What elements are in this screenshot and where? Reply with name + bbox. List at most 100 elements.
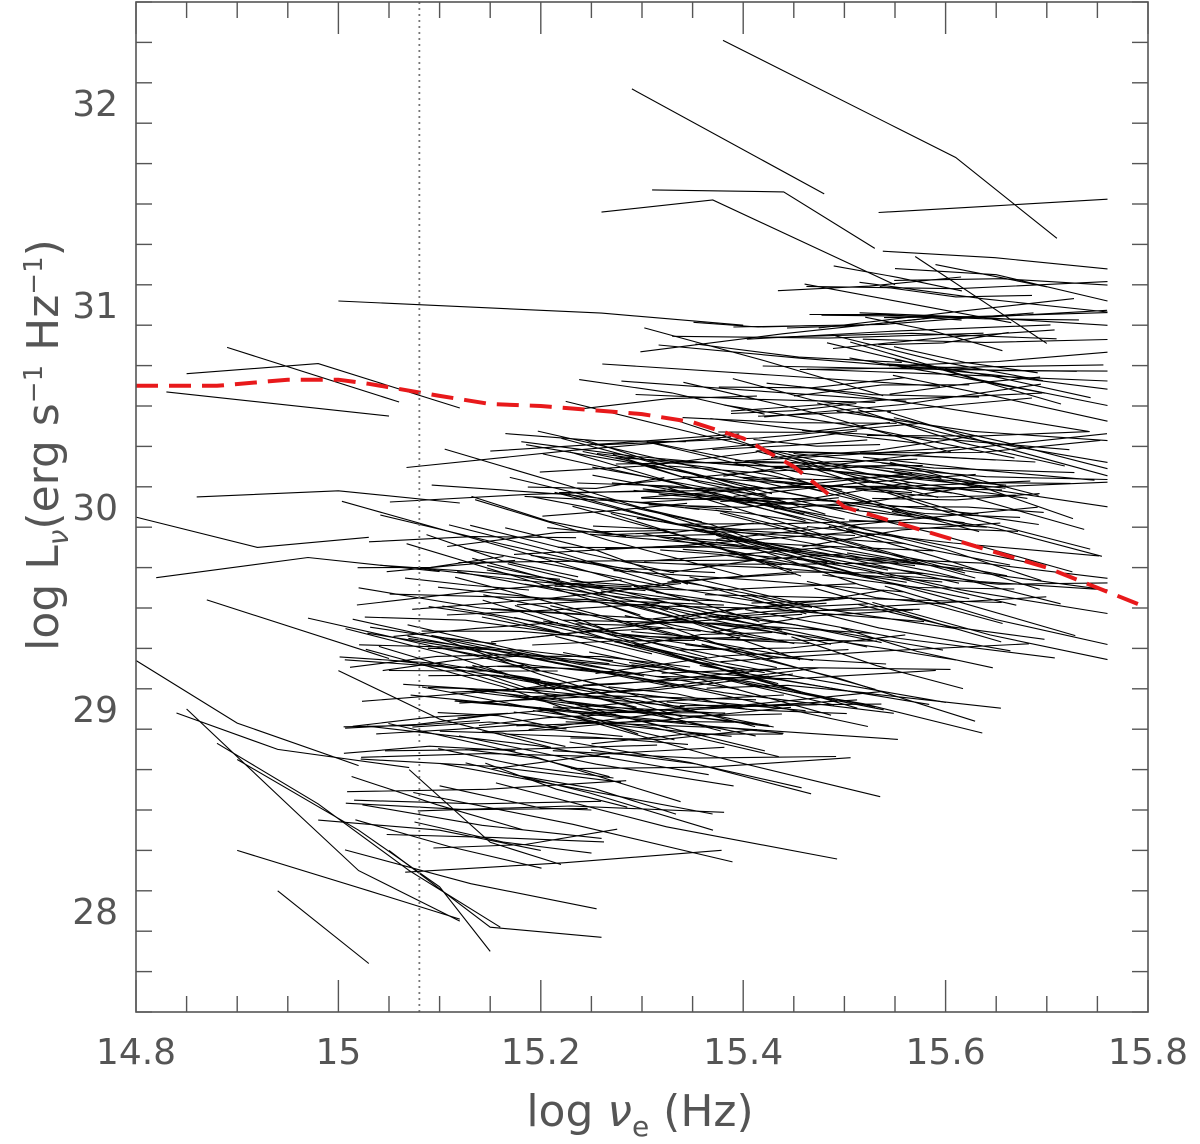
y-axis-title-mid: (erg s <box>18 403 69 529</box>
spectrum-line-fill-340 <box>658 344 944 371</box>
spectrum-line-fill-165 <box>850 341 1108 407</box>
spectrum-line-fill-200 <box>406 543 641 616</box>
spectrum-line-fill-263 <box>356 579 622 606</box>
spectrum-line-fill-296 <box>624 615 787 643</box>
spectrum-line-fill-229 <box>410 694 687 724</box>
spectrum-line-fill-291 <box>357 555 504 569</box>
spectrum-line-18 <box>216 742 501 928</box>
spectrum-line-fill-72 <box>591 733 783 745</box>
spectrum-line-fill-311 <box>554 583 856 592</box>
spectrum-line-fill-419 <box>829 499 1021 518</box>
spectrum-line-5 <box>894 268 1108 302</box>
spectrum-line-fill-282 <box>753 438 881 447</box>
spectrum-line-fill-364 <box>486 569 632 588</box>
spectrum-line-fill-73 <box>799 386 1089 432</box>
y-tick-label: 28 <box>72 892 118 933</box>
spectrum-line-fill-55 <box>559 485 844 494</box>
spectrum-line-3 <box>652 189 876 249</box>
spectrum-line-13 <box>226 346 400 403</box>
spectrum-line-fill-265 <box>503 692 766 752</box>
spectrum-line-fill-252 <box>642 601 787 636</box>
spectrum-line-fill-217 <box>675 519 902 525</box>
spectrum-line-fill-176 <box>386 833 605 843</box>
ticks-layer <box>135 1 1149 1013</box>
spectrum-line-fill-71 <box>481 729 623 737</box>
spectrum-line-fill-394 <box>542 502 688 517</box>
spectrum-line-fill-24 <box>366 725 709 776</box>
reference-curve-layer <box>136 377 1149 610</box>
spectrum-line-fill-171 <box>503 675 774 728</box>
spectrum-line-14 <box>206 599 390 660</box>
spectrum-line-fill-77 <box>471 495 627 538</box>
x-tick-label: 15.6 <box>906 1032 986 1073</box>
spectrum-line-fill-96 <box>376 723 537 735</box>
x-axis-title-sub: e <box>632 1110 649 1143</box>
spectrum-line-fill-329 <box>720 643 1029 663</box>
y-axis-title-post: ) <box>18 239 69 256</box>
spectrum-line-fill-223 <box>804 283 1012 324</box>
spectrum-line-fill-181 <box>621 380 907 402</box>
x-axis-title-post: (Hz) <box>649 1086 754 1137</box>
spectrum-line-fill-137 <box>364 616 567 635</box>
spectrum-line-fill-414 <box>635 507 787 552</box>
spectrum-line-fill-162 <box>600 590 944 651</box>
spectrum-line-fill-416 <box>512 655 691 668</box>
spectrum-line-fill-237 <box>608 686 747 710</box>
spectrum-line-fill-82 <box>863 489 1016 498</box>
spectrum-line-fill-317 <box>614 634 878 642</box>
x-axis-title-pre: log <box>526 1086 607 1137</box>
spectrum-line-fill-303 <box>743 477 913 494</box>
spectrum-line-fill-192 <box>365 648 639 735</box>
spectrum-line-fill-132 <box>704 594 1002 604</box>
spectrum-line-29 <box>307 617 602 686</box>
spectrum-line-fill-361 <box>891 510 1103 557</box>
spectrum-line-fill-193 <box>835 335 1044 382</box>
spectrum-line-fill-134 <box>472 557 761 626</box>
y-tick-label: 29 <box>72 690 118 731</box>
spectrum-line-fill-280 <box>818 298 1075 329</box>
spectrum-line-fill-288 <box>893 346 1038 374</box>
spectrum-line-fill-332 <box>781 480 1031 488</box>
spectrum-line-15 <box>135 660 359 767</box>
x-tick-label: 15.8 <box>1108 1032 1188 1073</box>
spectrum-line-fill-110 <box>747 594 1011 652</box>
spectrum-line-fill-254 <box>591 749 802 789</box>
spectrum-line-fill-352 <box>695 343 902 363</box>
spectrum-line-fill-336 <box>344 849 597 910</box>
spectrum-line-fill-177 <box>491 608 783 631</box>
spectrum-line-fill-158 <box>886 363 1108 372</box>
spectrum-line-17 <box>186 708 461 922</box>
spectrum-line-8 <box>186 363 460 409</box>
spectrum-line-fill-161 <box>764 383 1041 418</box>
spectrum-line-fill-384 <box>719 512 1008 577</box>
spectrum-line-fill-350 <box>512 613 803 641</box>
spectrum-line-fill-9 <box>879 285 1033 298</box>
spectrum-line-fill-396 <box>864 465 1108 481</box>
spectrum-line-fill-353 <box>656 442 953 494</box>
spectra-layer <box>135 39 1108 964</box>
spectrum-line-fill-244 <box>630 631 773 647</box>
spectrum-line-fill-348 <box>439 730 566 747</box>
spectrum-line-25 <box>439 785 592 811</box>
y-axis-title-sup2: −1 <box>19 256 49 294</box>
spectrum-line-fill-37 <box>437 712 560 729</box>
spectrum-line-fill-358 <box>889 376 1041 395</box>
spectrum-line-fill-239 <box>414 821 592 854</box>
spectrum-line-fill-368 <box>766 332 1057 340</box>
spectrum-line-fill-62 <box>613 570 904 593</box>
spectrum-line-fill-198 <box>878 198 1108 214</box>
spectrum-line-fill-293 <box>786 317 935 329</box>
spectrum-line-fill-362 <box>540 720 734 731</box>
spectrum-line-fill-87 <box>658 536 934 552</box>
spectrum-line-fill-21 <box>802 429 1070 451</box>
spectrum-line-fill-284 <box>884 585 1108 646</box>
spectrum-line-fill-259 <box>836 410 1108 442</box>
spectrum-line-fill-153 <box>524 495 732 511</box>
spectrum-line-fill-383 <box>553 662 894 714</box>
spectrum-line-fill-169 <box>793 384 970 397</box>
spectrum-line-fill-412 <box>689 576 957 630</box>
spectrum-line-fill-405 <box>737 463 1007 486</box>
spectrum-line-fill-99 <box>814 556 1108 615</box>
spectrum-line-fill-57 <box>890 574 1108 585</box>
